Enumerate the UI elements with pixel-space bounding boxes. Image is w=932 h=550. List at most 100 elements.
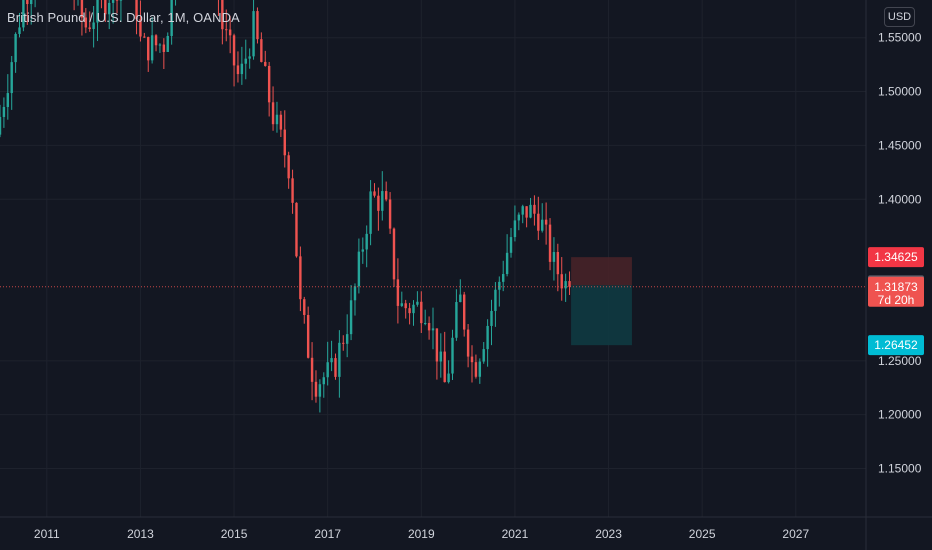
candle-body	[369, 191, 372, 234]
price-tick-label: 1.55000	[878, 31, 922, 45]
time-tick-label: 2019	[408, 527, 435, 541]
candle-body	[322, 377, 325, 385]
candle-body	[334, 358, 337, 377]
candle-body	[119, 0, 123, 1]
candle-body	[423, 323, 427, 325]
candle-body	[462, 294, 466, 330]
candle-body	[443, 351, 446, 383]
candle-body	[256, 11, 259, 40]
candle-body	[221, 0, 224, 30]
price-badge-label: 1.34625	[874, 250, 918, 264]
candle-body	[357, 251, 361, 287]
candle-body	[111, 0, 115, 3]
candle-body	[564, 281, 567, 289]
candle-body	[459, 294, 462, 303]
candle-body	[400, 303, 404, 306]
candle-body	[244, 58, 247, 64]
candle-body	[310, 357, 314, 382]
candle-body	[388, 199, 392, 229]
candle-body	[228, 29, 232, 36]
candle-body	[279, 114, 283, 130]
candle-body	[318, 384, 322, 397]
candle-body	[135, 0, 138, 20]
candle-body	[482, 349, 485, 362]
candle-body	[377, 195, 380, 211]
price-badge-label: 1.26452	[874, 338, 918, 352]
price-tick-label: 1.20000	[878, 408, 922, 422]
candle-body	[330, 358, 333, 363]
candle-body	[420, 301, 423, 324]
price-badge	[868, 247, 924, 268]
candle-body	[0, 116, 2, 135]
candle-body	[283, 129, 286, 156]
candle-body	[139, 19, 142, 37]
candle-body	[154, 35, 158, 46]
price-tick-label: 1.15000	[878, 462, 922, 476]
candle-body	[29, 0, 33, 5]
candle-body	[166, 35, 169, 52]
take-profit-zone[interactable]	[571, 285, 632, 346]
candle-body	[147, 37, 150, 61]
candle-body	[158, 44, 162, 46]
candle-body	[314, 381, 318, 397]
time-tick-label: 2027	[782, 527, 809, 541]
price-tick-label: 1.25000	[878, 354, 922, 368]
candle-body	[115, 0, 119, 1]
candle-body	[303, 299, 306, 315]
candle-body	[299, 256, 302, 300]
candle-body	[521, 206, 524, 215]
candle-body	[517, 214, 521, 221]
candle-body	[470, 356, 474, 363]
candle-body	[326, 362, 329, 378]
candle-body	[466, 329, 470, 357]
candle-body	[260, 39, 263, 62]
candle-body	[108, 2, 111, 15]
candle-body	[162, 44, 166, 52]
candle-body	[287, 155, 290, 179]
candle-body	[494, 289, 497, 311]
candle-body	[252, 11, 255, 57]
candle-body	[556, 252, 560, 275]
candle-body	[396, 279, 400, 306]
candle-body	[544, 219, 548, 225]
candle-body	[80, 0, 84, 18]
price-badge-label: 1.31873	[874, 280, 918, 294]
symbol-title: British Pound / U.S. Dollar, 1M, OANDA	[7, 10, 240, 25]
candle-body	[14, 33, 17, 63]
candle-body	[552, 252, 556, 262]
candle-body	[291, 178, 294, 203]
time-tick-label: 2021	[502, 527, 529, 541]
candle-body	[150, 35, 154, 61]
candle-body	[338, 342, 341, 377]
candle-body	[353, 286, 357, 301]
price-tick-label: 1.40000	[878, 192, 922, 206]
candle-body	[104, 0, 107, 15]
candle-body	[455, 302, 458, 338]
currency-button[interactable]: USD	[884, 7, 915, 27]
candle-body	[498, 281, 501, 290]
candle-body	[143, 36, 146, 38]
candle-body	[267, 65, 271, 103]
candle-body	[92, 22, 95, 29]
candle-body	[478, 361, 482, 377]
stop-loss-zone[interactable]	[571, 257, 632, 286]
candle-body	[513, 220, 517, 238]
time-to-close-label: 7d 20h	[878, 293, 915, 307]
candle-body	[345, 334, 349, 344]
candle-body	[236, 65, 240, 75]
price-badge	[868, 335, 924, 356]
candle-body	[447, 373, 450, 383]
candle-body	[416, 301, 419, 305]
candle-body	[384, 191, 388, 200]
candle-body	[431, 328, 435, 331]
candle-body	[248, 56, 251, 59]
candle-body	[505, 252, 509, 275]
candle-body	[529, 204, 532, 218]
candle-body	[361, 249, 364, 252]
candle-body	[240, 63, 244, 75]
candle-body	[541, 219, 544, 231]
candle-body	[435, 328, 439, 362]
price-badge	[868, 276, 924, 307]
